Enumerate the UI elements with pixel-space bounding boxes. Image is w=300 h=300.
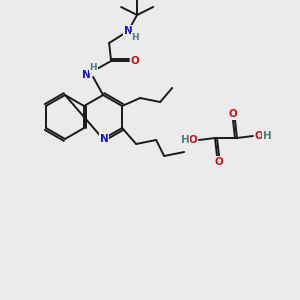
Text: H: H bbox=[181, 135, 189, 145]
Text: N: N bbox=[124, 26, 133, 36]
Text: H: H bbox=[89, 64, 97, 73]
Text: O: O bbox=[214, 157, 224, 167]
Text: O: O bbox=[229, 109, 237, 119]
Text: O: O bbox=[255, 131, 263, 141]
Text: O: O bbox=[189, 135, 197, 145]
Text: H: H bbox=[262, 131, 272, 141]
Text: N: N bbox=[100, 134, 109, 144]
Text: H: H bbox=[131, 32, 139, 41]
Text: N: N bbox=[82, 70, 91, 80]
Text: O: O bbox=[131, 56, 140, 66]
